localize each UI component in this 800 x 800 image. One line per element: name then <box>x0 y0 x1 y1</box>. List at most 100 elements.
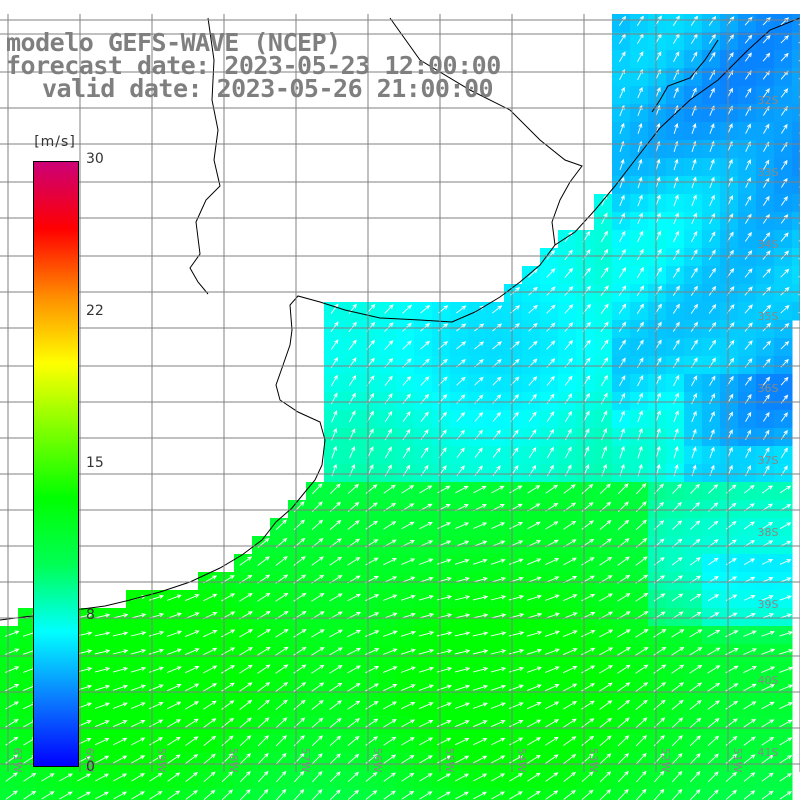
wind-vector-arrow <box>185 718 199 728</box>
wind-vector-arrow <box>203 718 217 728</box>
wind-vector-arrow <box>528 304 538 314</box>
wind-vector-arrow <box>635 788 647 800</box>
wind-vector-arrow <box>383 558 398 566</box>
wind-vector-arrow <box>347 771 360 783</box>
wind-speed-cell <box>414 788 433 800</box>
wind-vector-arrow <box>508 558 524 565</box>
longitude-label: 59W <box>155 748 168 773</box>
wind-vector-arrow <box>655 176 661 189</box>
wind-speed-cell <box>792 32 800 51</box>
wind-vector-arrow <box>454 595 471 601</box>
wind-vector-arrow <box>618 15 626 26</box>
wind-vector-arrow <box>600 267 609 279</box>
wind-vector-arrow <box>618 321 627 332</box>
wind-vector-arrow <box>655 158 661 171</box>
wind-vector-arrow <box>239 629 254 638</box>
wind-speed-cell <box>792 122 800 141</box>
wind-vector-arrow <box>472 613 489 619</box>
wind-vector-arrow <box>454 558 470 565</box>
wind-speed-cell <box>0 788 19 800</box>
wind-vector-arrow <box>94 649 111 655</box>
wind-vector-arrow <box>780 250 789 260</box>
wind-vector-arrow <box>617 752 630 765</box>
wind-vector-arrow <box>709 194 715 207</box>
wind-vector-arrow <box>655 445 661 459</box>
wind-vector-arrow <box>761 648 776 655</box>
wind-vector-arrow <box>762 232 771 242</box>
wind-speed-cell <box>108 788 127 800</box>
wind-vector-arrow <box>418 702 434 710</box>
wind-vector-arrow <box>763 123 770 134</box>
wind-vector-arrow <box>689 717 702 729</box>
wind-vector-arrow <box>185 771 199 782</box>
wind-speed-cell <box>792 50 800 69</box>
wind-vector-arrow <box>580 647 596 656</box>
wind-vector-arrow <box>600 339 609 350</box>
wind-vector-arrow <box>544 648 560 655</box>
wind-vector-arrow <box>491 485 505 494</box>
wind-vector-arrow <box>402 304 412 314</box>
wind-vector-arrow <box>636 321 644 332</box>
wind-vector-arrow <box>563 520 577 530</box>
wind-vector-arrow <box>762 250 771 260</box>
wind-vector-arrow <box>76 702 92 709</box>
wind-vector-arrow <box>456 341 467 350</box>
wind-vector-arrow <box>708 303 717 314</box>
wind-vector-arrow <box>689 771 701 783</box>
wind-vector-arrow <box>454 613 471 619</box>
wind-vector-arrow <box>780 412 788 422</box>
wind-vector-arrow <box>672 303 680 314</box>
wind-speed-cell <box>792 230 800 249</box>
wind-speed-cell <box>504 788 523 800</box>
wind-vector-arrow <box>672 267 680 279</box>
wind-vector-arrow <box>329 735 342 747</box>
wind-vector-arrow <box>203 735 217 746</box>
wind-vector-arrow <box>239 682 253 692</box>
wind-vector-arrow <box>221 789 234 800</box>
wind-vector-arrow <box>349 445 356 459</box>
wind-vector-arrow <box>113 791 128 800</box>
wind-vector-arrow <box>167 736 181 746</box>
wind-speed-cell <box>90 788 109 800</box>
wind-vector-arrow <box>528 446 537 459</box>
wind-vector-arrow <box>5 684 20 692</box>
wind-vector-arrow <box>563 718 577 728</box>
wind-vector-arrow <box>492 411 502 422</box>
wind-vector-arrow <box>727 123 733 134</box>
wind-speed-cell <box>792 104 800 123</box>
wind-vector-arrow <box>690 267 698 278</box>
wind-vector-arrow <box>671 682 685 692</box>
longitude-label: 56W <box>371 748 384 773</box>
wind-vector-arrow <box>618 248 626 261</box>
wind-vector-arrow <box>329 519 342 530</box>
wind-vector-arrow <box>564 304 574 314</box>
wind-vector-arrow <box>761 595 774 601</box>
wind-vector-arrow <box>671 664 685 674</box>
wind-vector-arrow <box>600 285 609 296</box>
wind-vector-arrow <box>330 303 339 314</box>
wind-vector-arrow <box>617 593 631 602</box>
wind-vector-arrow <box>347 520 360 530</box>
wind-speed-cell <box>630 788 649 800</box>
wind-vector-arrow <box>401 772 415 782</box>
latitude-label: 38S <box>758 526 779 539</box>
wind-vector-arrow <box>690 285 698 296</box>
graticule <box>0 14 800 772</box>
wind-vector-arrow <box>419 485 433 494</box>
wind-vector-arrow <box>527 521 541 530</box>
wind-vector-arrow <box>203 629 218 638</box>
wind-vector-arrow <box>112 631 129 637</box>
wind-vector-arrow <box>490 595 507 601</box>
wind-vector-arrow <box>709 231 716 243</box>
wind-vector-arrow <box>203 683 218 692</box>
wind-vector-arrow <box>365 594 380 602</box>
wind-vector-arrow <box>637 410 643 423</box>
wind-vector-arrow <box>745 213 752 224</box>
wind-vector-arrow <box>544 701 560 710</box>
wind-vector-arrow <box>673 158 679 171</box>
wind-vector-arrow <box>581 629 596 638</box>
wind-vector-arrow <box>239 556 253 566</box>
wind-vector-arrow <box>257 735 270 747</box>
wind-vector-arrow <box>384 446 392 459</box>
wind-vector-arrow <box>599 771 612 783</box>
